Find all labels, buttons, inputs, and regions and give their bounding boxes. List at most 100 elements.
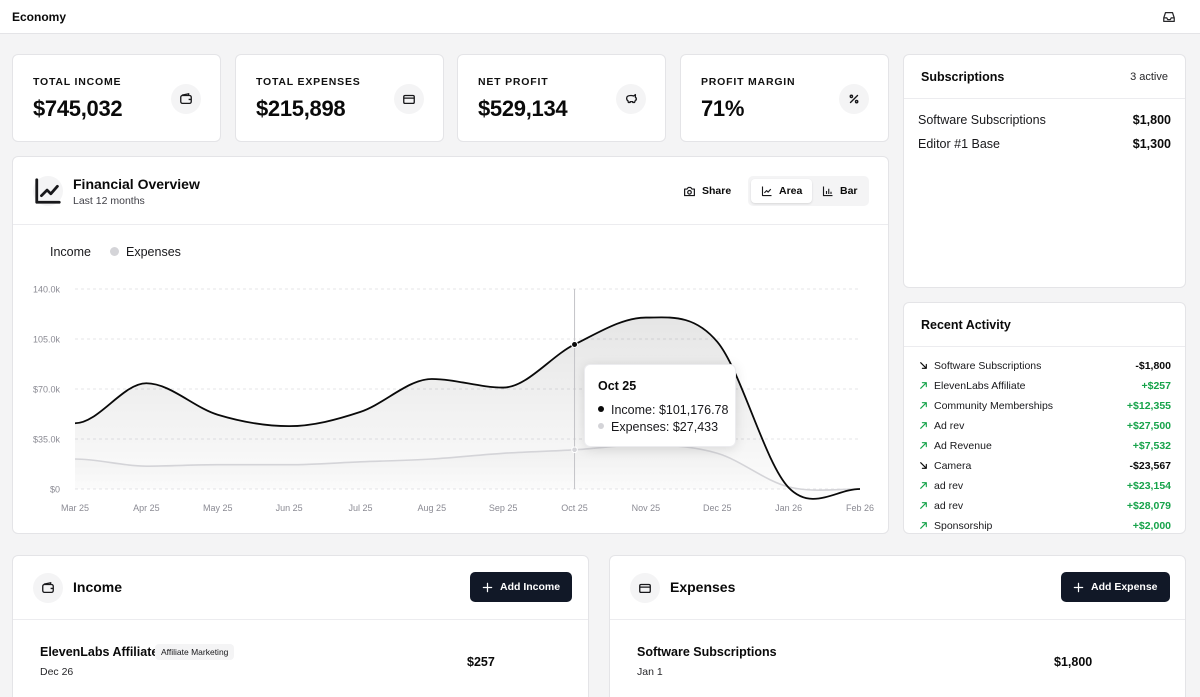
share-label: Share [702, 185, 732, 197]
area-chart-icon [761, 186, 772, 197]
activity-name: ad rev [934, 500, 964, 512]
legend-income: Income [50, 245, 91, 259]
subscription-amount: $1,300 [1132, 137, 1171, 151]
bar-toggle-button[interactable]: Bar [812, 179, 868, 203]
activity-row[interactable]: ElevenLabs Affiliate +$257 [919, 380, 1171, 396]
arrow-up-right-icon [920, 442, 927, 449]
subscription-row[interactable]: Editor #1 Base $1,300 [918, 137, 1171, 155]
stat-label: TOTAL EXPENSES [256, 76, 361, 88]
activity-name: ElevenLabs Affiliate [934, 380, 1026, 392]
activity-row[interactable]: ad rev +$28,079 [919, 500, 1171, 516]
chart-tooltip: Oct 25 Income: $101,176.78 Expenses: $27… [584, 364, 736, 447]
chart-type-toggle: Area Bar [748, 176, 869, 206]
percent-icon [839, 84, 869, 114]
x-tick-label: Jun 25 [276, 503, 303, 513]
activity-amount: +$257 [1141, 380, 1172, 392]
x-tick-label: Mar 25 [61, 503, 89, 513]
activity-row[interactable]: Camera -$23,567 [919, 460, 1171, 476]
add-income-button[interactable]: Add Income [470, 572, 573, 602]
x-tick-label: Dec 25 [703, 503, 732, 513]
wallet-icon [171, 84, 201, 114]
plus-icon [1073, 582, 1084, 592]
activity-name: Ad rev [934, 420, 965, 432]
recent-activity-panel: Recent Activity Software Subscriptions -$… [903, 302, 1186, 534]
tooltip-expenses-label: Expenses: [611, 420, 670, 434]
financial-overview-panel: Financial Overview Last 12 months Share … [12, 156, 889, 534]
x-tick-label: Jan 26 [775, 503, 802, 513]
arrow-down-right-icon [920, 362, 927, 369]
activity-name: ad rev [934, 480, 964, 492]
income-item-tag: Affiliate Marketing [155, 644, 235, 660]
activity-amount: -$1,800 [1135, 360, 1171, 372]
activity-amount: +$2,000 [1132, 520, 1171, 532]
subscription-name: Editor #1 Base [918, 137, 1000, 151]
expenses-area [75, 444, 860, 491]
credit-card-icon [394, 84, 424, 114]
tooltip-income-row: Income: $101,176.78 [598, 403, 728, 417]
stat-label: PROFIT MARGIN [701, 76, 796, 88]
share-button[interactable]: Share [683, 183, 731, 199]
expenses-header: Expenses Add Expense [610, 556, 1185, 620]
stat-value: 71% [701, 96, 745, 121]
add-expense-button[interactable]: Add Expense [1061, 572, 1170, 602]
x-tick-label: Feb 26 [846, 503, 874, 513]
arrow-up-right-icon [920, 382, 927, 389]
activity-amount: +$27,500 [1126, 420, 1171, 432]
activity-amount: +$7,532 [1132, 440, 1171, 452]
tooltip-expenses-row: Expenses: $27,433 [598, 420, 718, 434]
legend-expenses-swatch [110, 247, 119, 256]
financial-overview-title: Financial Overview [73, 176, 200, 192]
expenses-title: Expenses [670, 579, 736, 595]
expenses-panel: Expenses Add Expense Software Subscripti… [609, 555, 1186, 697]
top-bar: Economy [0, 0, 1200, 34]
income-title: Income [73, 579, 123, 595]
area-label: Area [779, 185, 803, 197]
expense-item-name: Software Subscriptions [637, 645, 777, 659]
activity-row[interactable]: Community Memberships +$12,355 [919, 400, 1171, 416]
expense-item-amount: $1,800 [1054, 655, 1093, 669]
area-toggle-button[interactable]: Area [751, 179, 813, 203]
expenses-hover-point [571, 446, 578, 454]
financial-overview-header: Financial Overview Last 12 months Share … [13, 157, 888, 225]
activity-row[interactable]: Sponsorship +$2,000 [919, 520, 1171, 533]
activity-row[interactable]: Ad rev +$27,500 [919, 420, 1171, 436]
subscriptions-title: Subscriptions [921, 70, 1005, 84]
tooltip-income-value: $101,176.78 [658, 403, 729, 417]
stat-label: NET PROFIT [478, 76, 549, 88]
line-chart-icon [33, 176, 63, 206]
subscription-row[interactable]: Software Subscriptions $1,800 [918, 113, 1171, 131]
income-item-name: ElevenLabs Affiliate [40, 645, 159, 659]
wallet-icon [33, 573, 63, 603]
y-tick-label: $0 [50, 485, 60, 495]
add-income-label: Add Income [500, 581, 561, 593]
y-tick-label: 140.0k [33, 285, 61, 295]
y-tick-label: 105.0k [33, 335, 61, 345]
activity-row[interactable]: Ad Revenue +$7,532 [919, 440, 1171, 456]
add-expense-label: Add Expense [1091, 581, 1158, 593]
stat-card-total-expenses: TOTAL EXPENSES $215,898 [235, 54, 444, 142]
x-tick-label: Jul 25 [348, 503, 372, 513]
income-item-date: Dec 26 [40, 666, 74, 678]
expense-item-date: Jan 1 [637, 666, 663, 678]
plus-icon [482, 582, 493, 592]
arrow-down-right-icon [920, 462, 927, 469]
x-tick-label: Oct 25 [561, 503, 588, 513]
camera-icon [684, 186, 695, 196]
tooltip-expenses-value: $27,433 [672, 420, 719, 434]
x-tick-label: May 25 [203, 503, 233, 513]
stat-card-total-income: TOTAL INCOME $745,032 [12, 54, 221, 142]
inbox-icon[interactable] [1162, 10, 1176, 24]
activity-name: Ad Revenue [934, 440, 992, 452]
income-hover-point [571, 340, 579, 348]
activity-amount: +$23,154 [1126, 480, 1171, 492]
activity-row[interactable]: Software Subscriptions -$1,800 [919, 360, 1171, 376]
activity-row[interactable]: ad rev +$23,154 [919, 480, 1171, 496]
legend-expenses: Expenses [110, 245, 181, 261]
arrow-up-right-icon [920, 502, 927, 509]
activity-name: Camera [934, 460, 972, 472]
financial-chart[interactable]: $0 $35.0k $70.0k 105.0k 140.0k Mar 25 Apr 25 Ma… [13, 157, 888, 533]
arrow-up-right-icon [920, 422, 927, 429]
arrow-up-right-icon [920, 522, 927, 529]
expenses-line [74, 443, 861, 492]
x-tick-label: Apr 25 [133, 503, 160, 513]
